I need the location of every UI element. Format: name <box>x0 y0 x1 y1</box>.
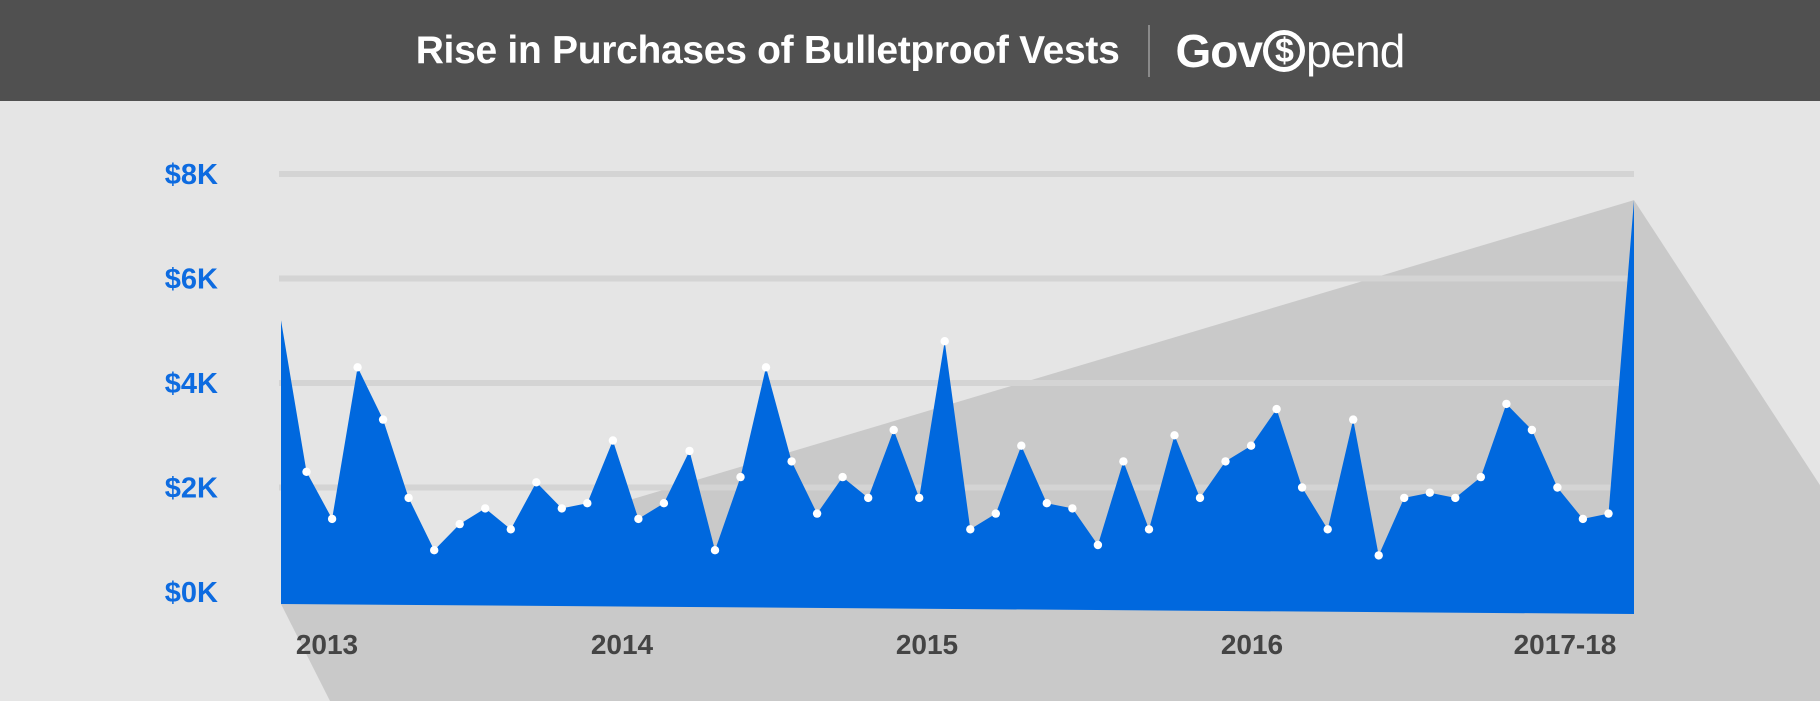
data-point-15 <box>659 499 669 508</box>
data-point-26 <box>940 337 949 346</box>
data-point-22 <box>838 472 847 482</box>
data-point-2 <box>327 514 337 524</box>
data-point-24 <box>889 425 898 435</box>
data-point-14 <box>634 514 643 524</box>
data-point-8 <box>481 504 490 513</box>
data-point-23 <box>864 493 873 503</box>
data-point-35 <box>1170 431 1179 440</box>
data-point-25 <box>915 493 924 503</box>
data-point-11 <box>557 504 566 513</box>
data-point-29 <box>1017 441 1026 450</box>
header-divider <box>1147 24 1150 77</box>
data-point-6 <box>430 546 439 555</box>
logo-text-prefix: Gov <box>1175 24 1263 77</box>
data-point-7 <box>455 519 464 529</box>
data-point-3 <box>353 363 362 372</box>
logo-text-suffix: pend <box>1305 24 1405 77</box>
data-point-4 <box>378 415 388 424</box>
data-point-17 <box>710 546 720 555</box>
data-point-48 <box>1502 399 1511 409</box>
data-point-51 <box>1578 514 1588 524</box>
chart-title: Rise in Purchases of Bulletproof Vests <box>415 28 1120 72</box>
data-point-47 <box>1476 472 1486 482</box>
data-point-13 <box>608 436 618 445</box>
data-point-41 <box>1323 525 1332 534</box>
data-point-40 <box>1297 483 1307 492</box>
data-point-45 <box>1425 488 1435 497</box>
y-tick-label-2: $4K <box>165 368 218 400</box>
data-point-42 <box>1349 415 1358 424</box>
data-point-28 <box>991 509 1000 518</box>
data-point-52 <box>1604 509 1613 518</box>
data-point-27 <box>966 525 975 534</box>
data-point-21 <box>812 509 822 518</box>
x-tick-label-3: 2016 <box>1221 629 1283 660</box>
data-point-49 <box>1527 425 1537 435</box>
x-tick-label-2: 2015 <box>896 629 958 660</box>
area-fill <box>281 200 1634 614</box>
chart-shadow-shape <box>281 200 1820 701</box>
data-point-31 <box>1068 504 1077 513</box>
data-point-38 <box>1246 441 1256 450</box>
area-series <box>281 200 1634 614</box>
data-point-46 <box>1451 493 1460 503</box>
data-point-30 <box>1042 499 1052 508</box>
x-tick-label-1: 2014 <box>591 629 654 660</box>
x-axis: 2013 2014 2015 2016 2017-18 <box>296 629 1617 660</box>
y-tick-label-4: $8K <box>165 159 218 191</box>
y-axis: $0K $2K $4K $6K $8K <box>165 159 218 609</box>
data-point-36 <box>1195 493 1205 503</box>
data-point-12 <box>583 499 592 508</box>
data-point-43 <box>1374 551 1383 560</box>
data-point-5 <box>404 493 413 503</box>
data-point-19 <box>761 363 771 372</box>
header-bar: Rise in Purchases of Bulletproof Vests G… <box>0 0 1820 101</box>
data-point-50 <box>1553 483 1562 492</box>
chart-shadow <box>281 200 1820 701</box>
logo-dollar-icon: $ <box>1262 29 1305 72</box>
data-points <box>302 337 1613 560</box>
data-point-32 <box>1093 540 1103 550</box>
data-point-33 <box>1119 457 1128 466</box>
data-point-39 <box>1272 404 1281 414</box>
govspend-logo: Gov $ pend <box>1175 24 1406 78</box>
data-point-9 <box>506 525 515 534</box>
x-tick-label-4: 2017-18 <box>1514 629 1617 660</box>
data-point-18 <box>736 472 745 482</box>
data-point-10 <box>532 478 541 487</box>
data-point-1 <box>302 467 311 476</box>
data-point-20 <box>787 457 796 466</box>
x-tick-label-0: 2013 <box>296 629 358 660</box>
data-point-44 <box>1400 493 1409 503</box>
y-tick-label-1: $2K <box>165 473 218 505</box>
y-tick-label-3: $6K <box>165 264 218 296</box>
y-tick-label-0: $0K <box>165 577 218 609</box>
data-point-16 <box>685 446 694 456</box>
data-point-34 <box>1144 525 1154 534</box>
data-point-37 <box>1221 457 1230 466</box>
